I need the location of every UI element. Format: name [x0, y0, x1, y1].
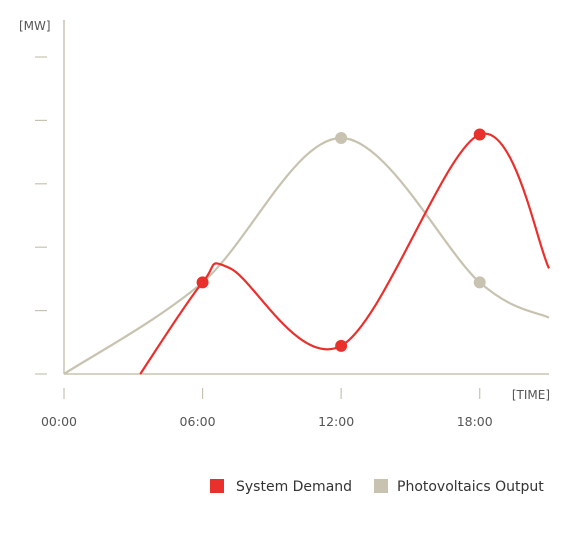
series-line: [139, 132, 550, 375]
x-tick-label: 18:00: [457, 414, 493, 429]
data-point: [335, 339, 348, 352]
legend-label: System Demand: [236, 479, 352, 495]
axes: [MW] [TIME]: [19, 19, 550, 402]
series-layer: [63, 128, 550, 375]
x-tick-label: 06:00: [180, 414, 216, 429]
legend: System Demand Photovoltaics Output: [210, 479, 544, 495]
legend-swatch: [374, 479, 388, 493]
y-ticks: [35, 56, 47, 375]
y-axis-unit: [MW]: [19, 19, 51, 33]
data-point: [196, 276, 209, 289]
data-point: [473, 276, 486, 289]
x-tick-label: 00:00: [41, 414, 77, 429]
series-system-demand: [139, 128, 550, 375]
data-point: [473, 128, 486, 141]
series-photovoltaics-output: [63, 132, 550, 375]
x-axis-unit: [TIME]: [512, 388, 550, 402]
x-tick-label: 12:00: [318, 414, 354, 429]
legend-swatch: [210, 479, 224, 493]
series-line: [63, 136, 550, 375]
x-ticks: 00:00 06:00 12:00 18:00: [41, 388, 493, 429]
legend-label: Photovoltaics Output: [397, 479, 544, 495]
data-point: [335, 132, 348, 145]
